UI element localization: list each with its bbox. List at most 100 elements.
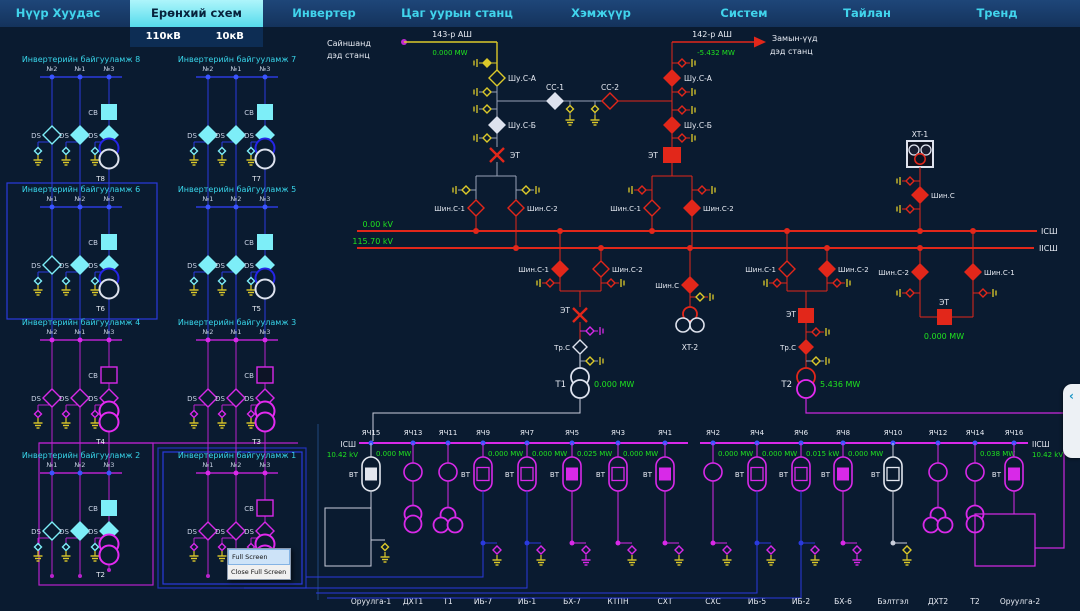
earth-switch-icon[interactable] — [246, 146, 256, 156]
tap-disconnector-icon[interactable] — [905, 288, 915, 298]
cb-breaker[interactable] — [100, 366, 118, 384]
xt1-shin-s[interactable] — [911, 186, 929, 204]
ds-disconnector[interactable] — [42, 255, 62, 275]
tap-disconnector-icon[interactable] — [482, 133, 492, 143]
shu-s-b-142[interactable] — [663, 116, 681, 134]
cb-breaker[interactable] — [101, 500, 117, 516]
tap-disconnector-icon[interactable] — [677, 58, 687, 68]
shin-s1-142[interactable] — [643, 199, 661, 217]
cb-breaker[interactable] — [257, 104, 273, 120]
et-bay-shin-s2[interactable] — [911, 263, 929, 281]
nav-item-7[interactable]: Тренд — [976, 6, 1018, 20]
earth-switch-icon[interactable] — [61, 542, 71, 552]
xt2-shin-s[interactable] — [681, 276, 699, 294]
earth-switch-icon[interactable] — [217, 146, 227, 156]
earth-switch-icon[interactable] — [565, 104, 575, 114]
tap-disconnector-icon[interactable] — [905, 176, 915, 186]
tap-disconnector-icon[interactable] — [772, 278, 782, 288]
coupler-cc2[interactable] — [601, 92, 619, 110]
tap-disconnector-icon[interactable] — [677, 105, 687, 115]
tap-disconnector-icon[interactable] — [695, 292, 705, 302]
tap-disconnector-icon[interactable] — [637, 185, 647, 195]
tap-disconnector-icon[interactable] — [521, 185, 531, 195]
earth-switch-icon[interactable] — [189, 146, 199, 156]
ds-disconnector[interactable] — [198, 521, 218, 541]
earth-switch-icon[interactable] — [217, 409, 227, 419]
ds-disconnector[interactable] — [70, 255, 90, 275]
ds-disconnector[interactable] — [42, 125, 62, 145]
ds-disconnector[interactable] — [226, 125, 246, 145]
earth-switch-icon[interactable] — [61, 276, 71, 286]
earth-switch-icon[interactable] — [33, 542, 43, 552]
tap-disconnector-icon[interactable] — [832, 278, 842, 288]
earth-switch-icon[interactable] — [217, 276, 227, 286]
tap-disconnector-icon[interactable] — [482, 58, 492, 68]
earth-switch-icon[interactable] — [246, 409, 256, 419]
cb-breaker[interactable] — [256, 499, 274, 517]
earth-switch-icon[interactable] — [33, 409, 43, 419]
ds-disconnector[interactable] — [42, 521, 62, 541]
ds-disconnector[interactable] — [198, 388, 218, 408]
earth-switch-icon[interactable] — [674, 545, 684, 555]
shu-s-b-143[interactable] — [488, 116, 506, 134]
ds-disconnector[interactable] — [226, 521, 246, 541]
earth-switch-icon[interactable] — [590, 104, 600, 114]
nav-item-2[interactable]: Инвертер — [292, 6, 356, 20]
earth-switch-icon[interactable] — [581, 545, 591, 555]
earth-switch-icon[interactable] — [810, 545, 820, 555]
tab-110kv[interactable]: 110кВ — [145, 31, 181, 42]
tap-disconnector-icon[interactable] — [978, 288, 988, 298]
tap-disconnector-icon[interactable] — [606, 278, 616, 288]
menu-item-close-full-screen[interactable]: Close Full Screen — [231, 568, 287, 576]
coupler-cc1[interactable] — [546, 92, 564, 110]
earth-switch-icon[interactable] — [766, 545, 776, 555]
earth-switch-icon[interactable] — [90, 276, 100, 286]
nav-item-1[interactable]: Ерөнхий схем — [130, 0, 263, 27]
cb-breaker[interactable] — [101, 234, 117, 250]
cb-breaker[interactable] — [257, 234, 273, 250]
t2-et-breaker[interactable] — [798, 308, 814, 323]
flyout-tab[interactable]: ‹ — [1063, 384, 1080, 458]
tap-disconnector-icon[interactable] — [811, 356, 821, 366]
ds-disconnector[interactable] — [42, 388, 62, 408]
earth-switch-icon[interactable] — [380, 542, 390, 552]
earth-switch-icon[interactable] — [902, 545, 912, 555]
earth-switch-icon[interactable] — [90, 146, 100, 156]
tap-disconnector-icon[interactable] — [677, 87, 687, 97]
menu-item-full-screen[interactable]: Full Screen — [228, 549, 290, 565]
tap-disconnector-icon[interactable] — [545, 278, 555, 288]
t2-trs[interactable] — [798, 339, 814, 355]
tap-disconnector-icon[interactable] — [585, 326, 595, 336]
earth-switch-icon[interactable] — [217, 542, 227, 552]
nav-item-6[interactable]: Тайлан — [843, 6, 891, 20]
earth-switch-icon[interactable] — [722, 545, 732, 555]
nav-item-4[interactable]: Хэмжүүр — [571, 6, 631, 20]
tap-disconnector-icon[interactable] — [697, 185, 707, 195]
earth-switch-icon[interactable] — [246, 276, 256, 286]
nav-item-3[interactable]: Цаг уурын станц — [401, 6, 513, 20]
tap-disconnector-icon[interactable] — [482, 104, 492, 114]
nav-item-5[interactable]: Систем — [720, 6, 768, 20]
t2-shin-s1[interactable] — [778, 260, 796, 278]
tap-disconnector-icon[interactable] — [811, 327, 821, 337]
ds-disconnector[interactable] — [70, 388, 90, 408]
t2-shin-s2[interactable] — [818, 260, 836, 278]
et-breaker-142[interactable] — [663, 147, 681, 163]
earth-switch-icon[interactable] — [189, 276, 199, 286]
earth-switch-icon[interactable] — [189, 542, 199, 552]
cb-breaker[interactable] — [256, 366, 274, 384]
shin-s2-142[interactable] — [683, 199, 701, 217]
ds-disconnector[interactable] — [198, 255, 218, 275]
et-bay-shin-s1[interactable] — [964, 263, 982, 281]
shin-s1-143[interactable] — [467, 199, 485, 217]
nav-item-0[interactable]: Нүүр Хуудас — [15, 6, 101, 20]
et-bay-breaker[interactable] — [937, 309, 952, 325]
earth-switch-icon[interactable] — [61, 146, 71, 156]
earth-switch-icon[interactable] — [33, 276, 43, 286]
tap-disconnector-icon[interactable] — [905, 204, 915, 214]
tab-10kv[interactable]: 10кВ — [215, 31, 244, 42]
tap-disconnector-icon[interactable] — [461, 185, 471, 195]
t1-shin-s2[interactable] — [592, 260, 610, 278]
t1-shin-s1[interactable] — [551, 260, 569, 278]
shu-s-a-143[interactable] — [488, 69, 506, 87]
